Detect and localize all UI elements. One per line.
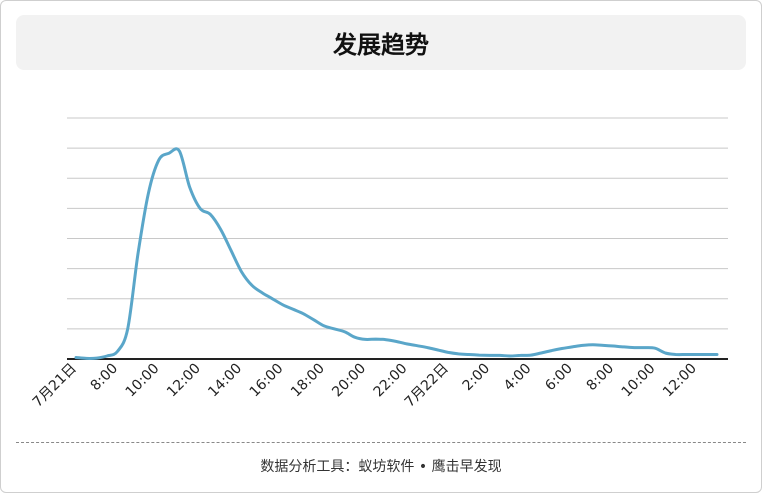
x-tick-label: 20:00 bbox=[329, 361, 369, 401]
x-tick-label: 7月21日 bbox=[30, 361, 80, 411]
x-tick-label: 14:00 bbox=[205, 361, 245, 401]
x-tick-label: 22:00 bbox=[371, 361, 411, 401]
title-bar: 发展趋势 bbox=[16, 15, 746, 70]
x-tick-label: 12:00 bbox=[164, 361, 204, 401]
x-tick-labels: 7月21日 8:00 10:00 12:00 14:00 16:00 18:00 20:00 2… bbox=[30, 361, 700, 411]
gridlines bbox=[67, 117, 728, 330]
x-tick-label: 16:00 bbox=[247, 361, 287, 401]
footer-divider bbox=[16, 442, 746, 443]
x-tick-label: 4:00 bbox=[501, 361, 535, 395]
footer-credit: 数据分析工具：蚁坊软件 • 鹰击早发现 bbox=[260, 459, 502, 475]
x-tick-label: 8:00 bbox=[584, 361, 618, 395]
x-tick-label: 7月22日 bbox=[402, 361, 452, 411]
x-tick-label: 10:00 bbox=[619, 361, 659, 401]
line-chart: 7月21日 8:00 10:00 12:00 14:00 16:00 18:00 20:00 2… bbox=[30, 117, 728, 411]
x-tick-label: 18:00 bbox=[288, 361, 328, 401]
x-tick-label: 10:00 bbox=[123, 361, 163, 401]
chart-title: 发展趋势 bbox=[333, 31, 429, 59]
series-group bbox=[74, 147, 719, 360]
x-tick-label: 2:00 bbox=[460, 361, 494, 395]
x-tick-label: 8:00 bbox=[88, 361, 122, 395]
series-line bbox=[74, 147, 719, 360]
x-tick-label: 6:00 bbox=[542, 361, 576, 395]
x-tick-label: 12:00 bbox=[660, 361, 700, 401]
